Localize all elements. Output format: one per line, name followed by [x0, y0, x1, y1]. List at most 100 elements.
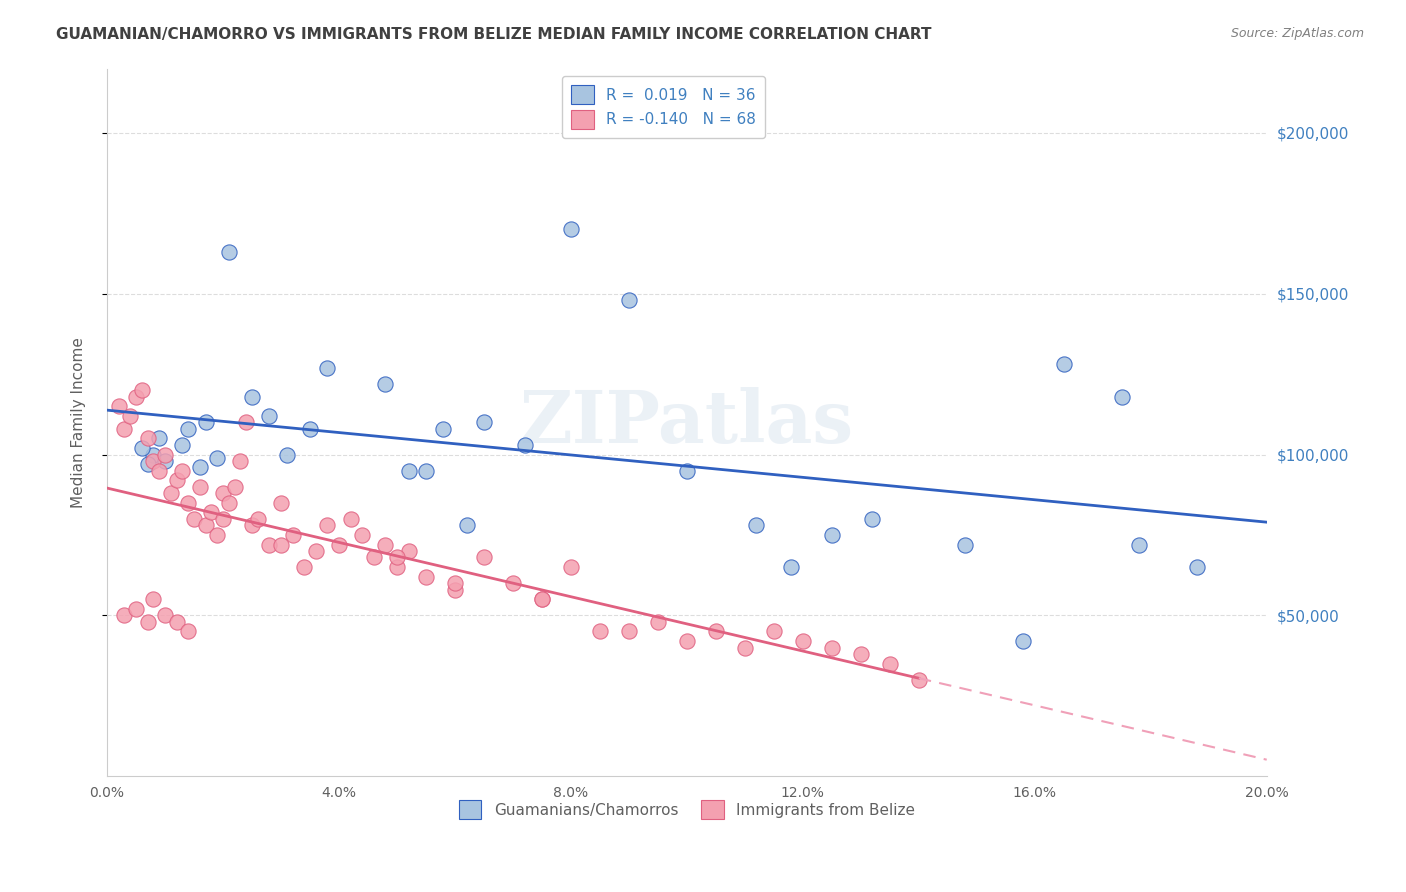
Point	[125, 602, 148, 616]
Point	[188, 460, 211, 475]
Point	[142, 592, 165, 607]
Point	[153, 608, 176, 623]
Point	[235, 415, 257, 429]
Point	[617, 624, 640, 639]
Point	[160, 486, 183, 500]
Point	[177, 624, 200, 639]
Point	[704, 624, 727, 639]
Point	[120, 409, 142, 423]
Point	[276, 448, 298, 462]
Point	[218, 244, 240, 259]
Point	[200, 505, 222, 519]
Point	[246, 512, 269, 526]
Point	[472, 550, 495, 565]
Point	[218, 496, 240, 510]
Point	[444, 582, 467, 597]
Point	[207, 450, 229, 465]
Point	[281, 528, 304, 542]
Point	[177, 496, 200, 510]
Point	[305, 544, 328, 558]
Point	[352, 528, 374, 542]
Point	[560, 222, 582, 236]
Point	[240, 390, 263, 404]
Point	[762, 624, 785, 639]
Point	[385, 560, 408, 574]
Point	[259, 538, 281, 552]
Point	[339, 512, 361, 526]
Point	[676, 464, 699, 478]
Point	[456, 518, 478, 533]
Point	[513, 438, 536, 452]
Text: GUAMANIAN/CHAMORRO VS IMMIGRANTS FROM BELIZE MEDIAN FAMILY INCOME CORRELATION CH: GUAMANIAN/CHAMORRO VS IMMIGRANTS FROM BE…	[56, 27, 932, 42]
Point	[270, 538, 292, 552]
Point	[240, 518, 263, 533]
Point	[328, 538, 350, 552]
Point	[131, 441, 153, 455]
Point	[125, 390, 148, 404]
Point	[224, 480, 246, 494]
Point	[177, 422, 200, 436]
Point	[676, 634, 699, 648]
Point	[188, 480, 211, 494]
Point	[953, 538, 976, 552]
Point	[560, 560, 582, 574]
Point	[131, 383, 153, 397]
Point	[385, 550, 408, 565]
Point	[374, 376, 396, 391]
Point	[398, 464, 420, 478]
Point	[136, 457, 159, 471]
Point	[502, 576, 524, 591]
Point	[194, 415, 217, 429]
Point	[908, 673, 931, 687]
Point	[229, 454, 252, 468]
Point	[136, 615, 159, 629]
Point	[172, 464, 194, 478]
Text: Source: ZipAtlas.com: Source: ZipAtlas.com	[1230, 27, 1364, 40]
Point	[194, 518, 217, 533]
Point	[166, 473, 188, 487]
Point	[316, 518, 339, 533]
Point	[444, 576, 467, 591]
Point	[879, 657, 901, 671]
Point	[849, 647, 872, 661]
Point	[1053, 358, 1076, 372]
Point	[212, 486, 235, 500]
Point	[821, 640, 844, 655]
Point	[589, 624, 612, 639]
Point	[142, 454, 165, 468]
Point	[472, 415, 495, 429]
Point	[1128, 538, 1150, 552]
Point	[363, 550, 385, 565]
Point	[270, 496, 292, 510]
Point	[114, 422, 136, 436]
Point	[862, 512, 884, 526]
Point	[1185, 560, 1208, 574]
Point	[415, 464, 437, 478]
Point	[148, 432, 170, 446]
Point	[1012, 634, 1035, 648]
Point	[298, 422, 321, 436]
Point	[745, 518, 768, 533]
Point	[530, 592, 553, 607]
Point	[398, 544, 420, 558]
Point	[292, 560, 315, 574]
Point	[530, 592, 553, 607]
Point	[259, 409, 281, 423]
Y-axis label: Median Family Income: Median Family Income	[72, 337, 86, 508]
Point	[617, 293, 640, 307]
Point	[166, 615, 188, 629]
Point	[183, 512, 205, 526]
Point	[142, 448, 165, 462]
Point	[136, 432, 159, 446]
Point	[374, 538, 396, 552]
Point	[172, 438, 194, 452]
Point	[415, 570, 437, 584]
Point	[1111, 390, 1133, 404]
Point	[114, 608, 136, 623]
Point	[432, 422, 454, 436]
Point	[153, 448, 176, 462]
Point	[107, 399, 129, 413]
Point	[148, 464, 170, 478]
Point	[316, 360, 339, 375]
Legend: Guamanians/Chamorros, Immigrants from Belize: Guamanians/Chamorros, Immigrants from Be…	[453, 794, 921, 825]
